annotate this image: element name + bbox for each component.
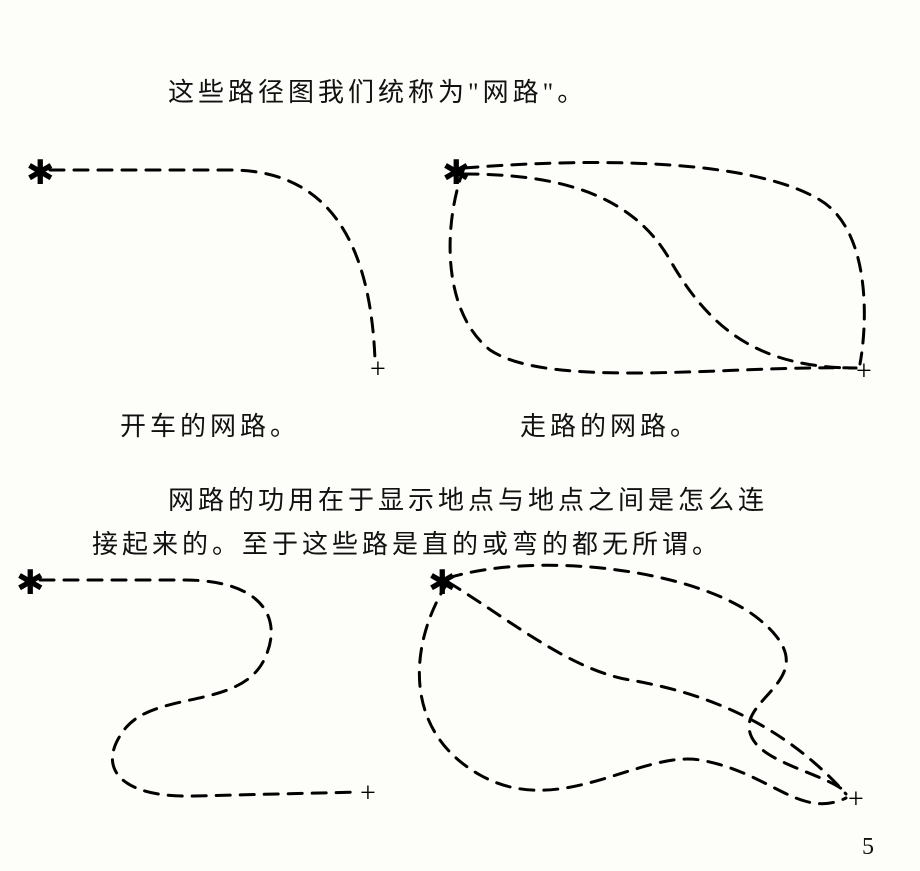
end-plus-icon: + (370, 354, 386, 385)
paragraph-2-line-1: 网路的功用在于显示地点与地点之间是怎么连 (168, 480, 768, 517)
end-plus-icon: + (848, 784, 864, 815)
page-number: 5 (862, 834, 876, 861)
diagram-bottom-left: ✱ + (14, 560, 414, 820)
path (464, 174, 856, 368)
end-plus-icon: + (360, 778, 376, 809)
path (450, 168, 856, 373)
diagram-bottom-right: ✱ + (400, 560, 900, 840)
path (50, 170, 375, 360)
start-asterisk-icon: ✱ (428, 565, 457, 602)
diagram-top-left: ✱ + (20, 150, 420, 390)
start-asterisk-icon: ✱ (442, 155, 471, 192)
path (464, 163, 864, 364)
path (419, 582, 846, 804)
paragraph-2-line-2: 接起来的。至于这些路是直的或弯的都无所谓。 (92, 524, 722, 561)
intro-text: 这些路径图我们统称为"网路"。 (168, 72, 587, 109)
start-asterisk-icon: ✱ (16, 565, 45, 602)
caption-left: 开车的网路。 (120, 406, 300, 443)
path (40, 580, 360, 796)
page: 这些路径图我们统称为"网路"。 ✱ + ✱ + 开车的网路。 走路的网路。 网路… (0, 0, 920, 871)
caption-right: 走路的网路。 (520, 406, 700, 443)
diagram-top-right: ✱ + (430, 150, 890, 390)
start-asterisk-icon: ✱ (26, 155, 55, 192)
end-plus-icon: + (856, 356, 872, 387)
path (448, 565, 846, 792)
